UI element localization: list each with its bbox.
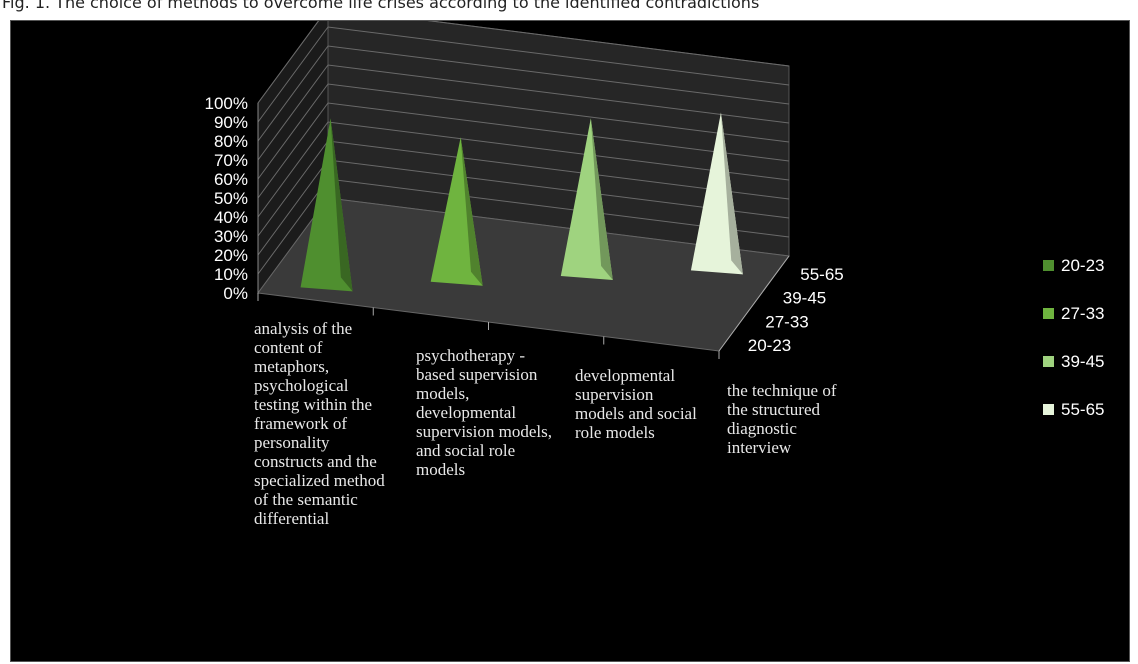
y-tick-label: 40% xyxy=(214,208,248,227)
y-tick-label: 20% xyxy=(214,246,248,265)
depth-axis-line xyxy=(718,255,790,352)
y-tick-label: 80% xyxy=(214,132,248,151)
legend-swatch xyxy=(1043,356,1054,367)
pyramid-face xyxy=(330,118,353,292)
y-tick-label: 0% xyxy=(223,284,248,303)
y-tick-label: 90% xyxy=(214,113,248,132)
category-label: psychotherapy -based supervision models,… xyxy=(416,346,552,479)
y-tick-label: 30% xyxy=(214,227,248,246)
pyramid-face xyxy=(590,118,613,281)
legend-label: 55-65 xyxy=(1061,400,1104,419)
pyramid-bar-55-65 xyxy=(690,112,743,275)
y-tick-label: 100% xyxy=(205,94,248,113)
legend-label: 20-23 xyxy=(1061,256,1104,275)
y-tick-label: 10% xyxy=(214,265,248,284)
depth-tick-label: 39-45 xyxy=(783,289,826,308)
category-label: analysis of the content of metaphors, ps… xyxy=(254,319,385,528)
gridline xyxy=(257,121,790,218)
y-tick-label: 70% xyxy=(214,151,248,170)
category-label: developmental supervision models and soc… xyxy=(575,366,697,442)
gridline xyxy=(257,102,790,199)
chart-area: 0% 10% 20% 30% 40% 50% 60% 70% 80% 90% 100% 20-23 27… xyxy=(10,20,1130,662)
y-tick-label: 60% xyxy=(214,170,248,189)
legend-swatch xyxy=(1043,308,1054,319)
pyramid-face xyxy=(720,112,743,275)
gridline xyxy=(257,26,790,123)
pyramid-face xyxy=(460,137,483,286)
gridline xyxy=(257,45,790,142)
depth-tick-label: 27-33 xyxy=(765,312,808,331)
figure-caption: Fig. 1. The choice of methods to overcom… xyxy=(2,0,760,12)
legend-swatch xyxy=(1043,404,1054,415)
legend-label: 27-33 xyxy=(1061,304,1104,323)
legend-swatch xyxy=(1043,260,1054,271)
depth-tick-label: 55-65 xyxy=(800,265,843,284)
depth-tick-label: 20-23 xyxy=(748,336,791,355)
gridline xyxy=(257,64,790,161)
pyramid-bar-39-45 xyxy=(560,118,613,281)
pyramid-bar-20-23 xyxy=(300,118,353,292)
y-tick-label: 50% xyxy=(214,189,248,208)
gridline xyxy=(257,21,790,104)
chart-svg: 0%10%20%30%40%50%60%70%80%90%100% 20-23 27… xyxy=(205,21,1104,419)
gridline xyxy=(257,83,790,180)
category-label: the technique of the structured diagnost… xyxy=(727,381,837,457)
legend-label: 39-45 xyxy=(1061,352,1104,371)
pyramid-bar-27-33 xyxy=(430,137,483,286)
